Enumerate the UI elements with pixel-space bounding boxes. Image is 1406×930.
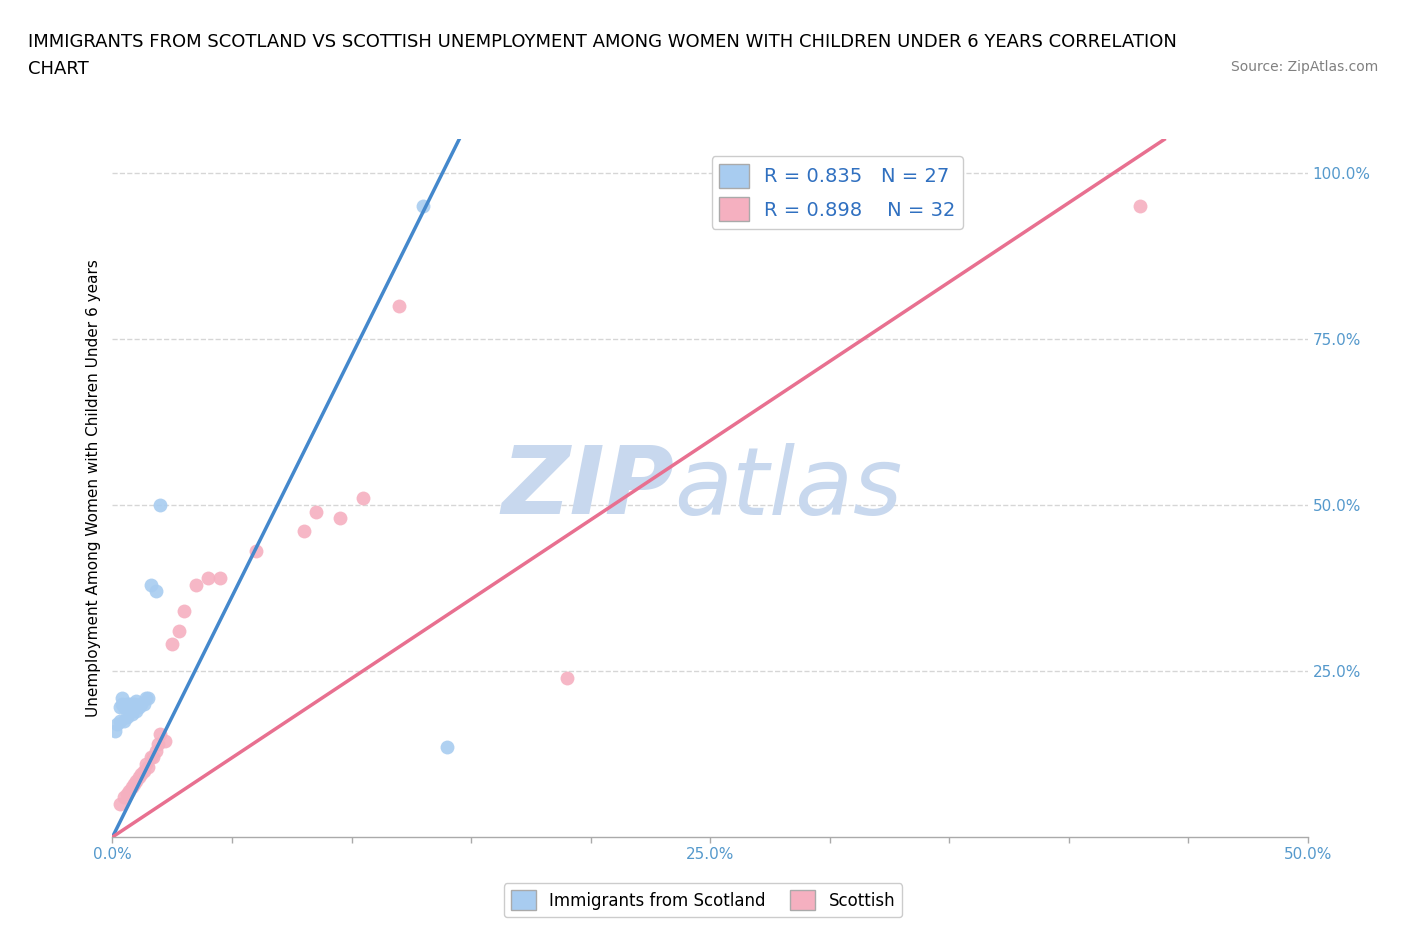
Point <box>328 511 352 525</box>
Point <box>412 198 434 213</box>
Point <box>114 700 135 715</box>
Point <box>208 570 231 585</box>
Point <box>132 764 155 778</box>
Point <box>115 787 138 802</box>
Point <box>121 707 143 722</box>
Point <box>162 637 183 652</box>
Legend: R = 0.835   N = 27, R = 0.898    N = 32: R = 0.835 N = 27, R = 0.898 N = 32 <box>711 156 963 229</box>
Point <box>149 498 172 512</box>
Point <box>146 737 169 751</box>
Point <box>135 690 157 705</box>
Point <box>118 703 141 718</box>
Point <box>105 717 128 732</box>
Point <box>111 697 134 711</box>
Point <box>132 697 155 711</box>
Legend: Immigrants from Scotland, Scottish: Immigrants from Scotland, Scottish <box>503 884 903 917</box>
Y-axis label: Unemployment Among Women with Children Under 6 years: Unemployment Among Women with Children U… <box>86 259 101 717</box>
Point <box>129 697 152 711</box>
Point <box>118 697 141 711</box>
Point <box>104 724 127 738</box>
Point <box>125 773 148 788</box>
Point <box>122 777 145 791</box>
Point <box>118 783 141 798</box>
Point <box>114 790 135 804</box>
Text: ZIP: ZIP <box>502 443 675 534</box>
Text: IMMIGRANTS FROM SCOTLAND VS SCOTTISH UNEMPLOYMENT AMONG WOMEN WITH CHILDREN UNDE: IMMIGRANTS FROM SCOTLAND VS SCOTTISH UNE… <box>28 33 1177 50</box>
Point <box>121 697 143 711</box>
Text: atlas: atlas <box>675 443 903 534</box>
Point <box>173 604 195 618</box>
Point <box>292 524 315 538</box>
Point <box>122 697 145 711</box>
Point <box>149 726 172 741</box>
Point <box>115 697 138 711</box>
Point <box>129 766 152 781</box>
Text: CHART: CHART <box>28 60 89 78</box>
Point <box>121 779 143 794</box>
Point <box>139 750 162 764</box>
Point <box>436 740 458 755</box>
Point <box>115 710 138 724</box>
Point <box>108 713 131 728</box>
Point <box>352 491 374 506</box>
Point <box>108 700 131 715</box>
Point <box>555 671 578 685</box>
Point <box>245 544 267 559</box>
Point <box>128 770 150 785</box>
Point <box>125 694 148 709</box>
Point <box>108 796 131 811</box>
Point <box>169 624 191 639</box>
Point <box>128 700 150 715</box>
Point <box>1129 198 1152 213</box>
Text: Source: ZipAtlas.com: Source: ZipAtlas.com <box>1230 60 1378 74</box>
Point <box>145 584 167 599</box>
Point <box>153 733 176 748</box>
Point <box>197 570 219 585</box>
Point <box>114 713 135 728</box>
Point <box>186 578 208 592</box>
Point <box>125 703 148 718</box>
Point <box>138 690 160 705</box>
Point <box>111 690 134 705</box>
Point <box>138 760 160 775</box>
Point <box>145 743 167 758</box>
Point <box>139 578 162 592</box>
Point <box>142 750 165 764</box>
Point <box>135 756 157 771</box>
Point <box>388 299 411 313</box>
Point <box>304 504 326 519</box>
